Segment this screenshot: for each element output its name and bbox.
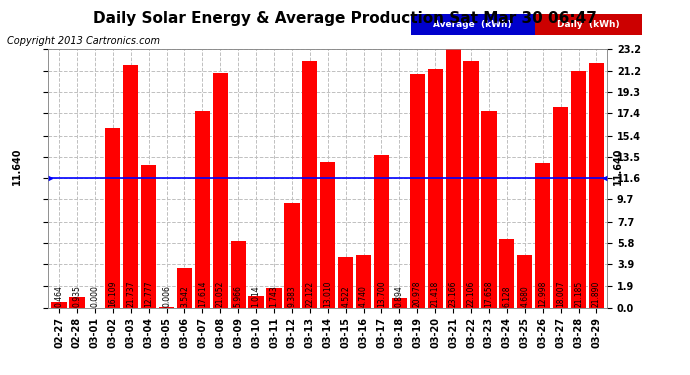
Bar xyxy=(338,257,353,307)
Text: 1.743: 1.743 xyxy=(270,285,279,307)
Text: 21.418: 21.418 xyxy=(431,281,440,307)
Text: 0.894: 0.894 xyxy=(395,285,404,307)
Bar xyxy=(392,297,407,307)
Bar xyxy=(195,111,210,308)
Bar xyxy=(464,61,479,308)
Text: 22.122: 22.122 xyxy=(306,281,315,307)
Bar xyxy=(284,203,299,308)
Text: 18.007: 18.007 xyxy=(556,280,565,307)
Bar xyxy=(428,69,443,308)
Bar xyxy=(446,49,461,308)
Text: 5.966: 5.966 xyxy=(234,285,243,307)
Bar xyxy=(52,302,67,307)
Text: Daily  (kWh): Daily (kWh) xyxy=(557,20,620,29)
Text: 17.658: 17.658 xyxy=(484,280,493,307)
Text: 9.383: 9.383 xyxy=(288,285,297,307)
Text: 16.109: 16.109 xyxy=(108,280,117,307)
Text: 11.640: 11.640 xyxy=(12,148,22,185)
Bar xyxy=(123,65,138,308)
Text: 13.010: 13.010 xyxy=(323,280,333,307)
Text: 21.737: 21.737 xyxy=(126,280,135,307)
Text: 21.890: 21.890 xyxy=(592,280,601,307)
Text: Copyright 2013 Cartronics.com: Copyright 2013 Cartronics.com xyxy=(7,36,160,46)
Text: 21.185: 21.185 xyxy=(574,281,583,307)
Text: 6.128: 6.128 xyxy=(502,285,511,307)
Bar xyxy=(571,71,586,308)
Text: 22.106: 22.106 xyxy=(466,280,475,307)
Bar xyxy=(266,288,282,308)
Text: 11.640: 11.640 xyxy=(613,148,622,185)
Text: Average  (kWh): Average (kWh) xyxy=(433,20,512,29)
Text: 23.166: 23.166 xyxy=(448,280,457,307)
Bar xyxy=(356,255,371,308)
Text: 4.522: 4.522 xyxy=(341,285,350,307)
Bar xyxy=(70,297,85,307)
Text: 4.740: 4.740 xyxy=(359,285,368,307)
Text: Daily Solar Energy & Average Production Sat Mar 30 06:47: Daily Solar Energy & Average Production … xyxy=(93,11,597,26)
Bar xyxy=(213,73,228,308)
Text: 0.935: 0.935 xyxy=(72,285,81,307)
Bar xyxy=(553,106,569,308)
Text: 21.052: 21.052 xyxy=(216,280,225,307)
Bar xyxy=(320,162,335,308)
Text: 0.000: 0.000 xyxy=(90,285,99,307)
Bar xyxy=(230,241,246,308)
Bar xyxy=(589,63,604,308)
Text: 0.464: 0.464 xyxy=(55,285,63,307)
Bar xyxy=(248,296,264,307)
Bar xyxy=(141,165,156,308)
Text: 4.680: 4.680 xyxy=(520,285,529,307)
Text: 17.614: 17.614 xyxy=(198,280,207,307)
Bar xyxy=(535,162,551,308)
Bar xyxy=(482,111,497,308)
Bar xyxy=(302,61,317,308)
Text: 3.542: 3.542 xyxy=(180,285,189,307)
Text: 12.777: 12.777 xyxy=(144,280,153,307)
Bar xyxy=(177,268,192,308)
Text: 20.978: 20.978 xyxy=(413,280,422,307)
Bar xyxy=(374,155,389,308)
Text: 12.998: 12.998 xyxy=(538,280,547,307)
Text: 0.006: 0.006 xyxy=(162,285,171,307)
Bar xyxy=(410,74,425,308)
Text: 13.700: 13.700 xyxy=(377,280,386,307)
Bar xyxy=(518,255,533,308)
Bar xyxy=(500,239,515,308)
Text: 1.014: 1.014 xyxy=(252,285,261,307)
Bar xyxy=(105,128,120,308)
